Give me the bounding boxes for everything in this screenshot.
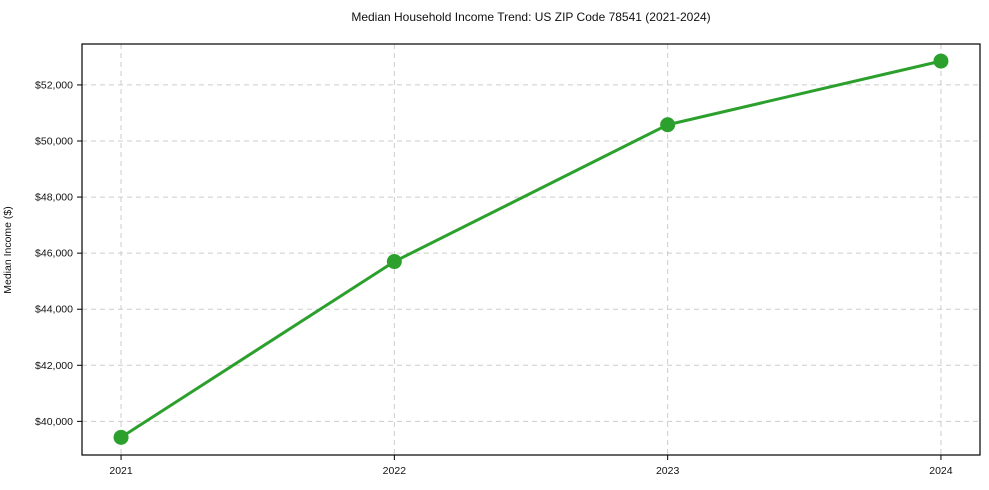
chart-title: Median Household Income Trend: US ZIP Co… (351, 10, 711, 24)
x-tick-label: 2022 (383, 465, 407, 477)
x-tick-label: 2024 (929, 465, 953, 477)
y-tick-label: $40,000 (35, 416, 73, 428)
y-tick-label: $52,000 (35, 79, 73, 91)
x-tick-label: 2021 (109, 465, 133, 477)
plot-border (81, 43, 981, 456)
trend-line (119, 59, 943, 439)
x-tick-label: 2023 (656, 465, 680, 477)
data-point-2021 (113, 429, 129, 445)
y-tick-label: $48,000 (35, 192, 73, 204)
data-point-2024 (933, 53, 949, 69)
y-tick-label: $50,000 (35, 136, 73, 148)
y-tick-label: $46,000 (35, 248, 73, 260)
data-point-2023 (660, 117, 676, 133)
data-point-2022 (386, 254, 402, 270)
y-tick-label: $42,000 (35, 360, 73, 372)
y-axis-label: Median Income ($) (2, 206, 14, 294)
y-tick-label: $44,000 (35, 304, 73, 316)
